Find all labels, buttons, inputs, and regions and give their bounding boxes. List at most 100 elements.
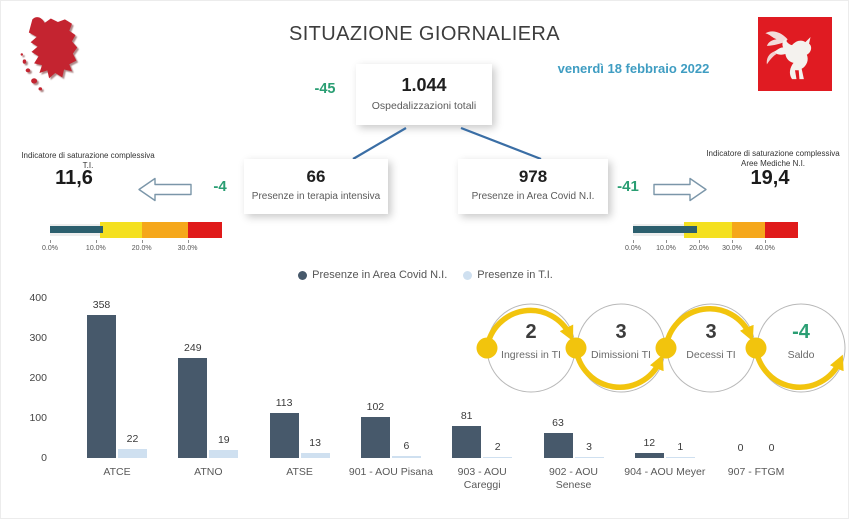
scale-tick — [50, 240, 51, 243]
scale-tick — [765, 240, 766, 243]
covid-area-delta: -41 — [617, 178, 639, 195]
flow-item: -4 Saldo — [756, 319, 846, 361]
medical-area-saturation-value: 19,4 — [750, 167, 790, 189]
icu-saturation-label: Indicatore di saturazione complessiva T.… — [21, 151, 155, 171]
icu-flow-diagram: 2 Ingressi in TI 3 Dimissioni TI 3 Decessi TI… — [461, 299, 848, 411]
tuscany-map-icon — [20, 17, 78, 91]
bar-value-label: 2 — [494, 441, 501, 453]
legend-label: Presenze in T.I. — [477, 269, 553, 281]
covid-area-bar — [178, 358, 208, 458]
category-label: ATNO — [194, 466, 223, 478]
scale-tick-label: 0.0% — [42, 245, 58, 252]
bar-value-label: 63 — [552, 416, 564, 429]
flow-item-value: 3 — [705, 321, 717, 343]
y-axis-tick-label: 400 — [29, 292, 47, 304]
scale-value-bar — [633, 226, 698, 233]
total-hospitalizations-card: 1.044 Ospedalizzazioni totali — [356, 64, 492, 125]
icu-saturation-value: 11,6 — [55, 167, 93, 189]
scale-tick — [187, 240, 189, 243]
icu-presences-card: 66 Presenze in terapia intensiva — [244, 159, 388, 214]
arrow-left-icon — [138, 177, 192, 202]
scale-tick-label: 20.0% — [689, 245, 709, 252]
covid-area-presences-card: 978 Presenze in Area Covid N.I. — [458, 159, 608, 214]
medical-area-saturation-scale: 0.0% 10.0% 20.0% 30.0% 40.0% — [625, 222, 798, 256]
scale-segment — [141, 222, 188, 238]
bar-value-label: 3 — [586, 440, 592, 453]
icu-presences-label: Presenze in terapia intensiva — [251, 191, 381, 202]
legend-item: Presenze in Area Covid N.I. — [298, 269, 447, 281]
icu-bar — [118, 449, 147, 458]
scale-tick-label: 10.0% — [656, 245, 676, 252]
total-hospitalizations-value: 1.044 — [401, 75, 447, 95]
scale-segment — [732, 222, 765, 238]
icu-bar — [483, 457, 513, 458]
report-date: venerdì 18 febbraio 2022 — [557, 61, 710, 76]
icu-presences-value: 66 — [306, 167, 326, 186]
scale-tick-label: 30.0% — [177, 245, 198, 252]
y-axis-tick-label: 200 — [29, 372, 47, 384]
icu-bar — [574, 456, 604, 458]
scale-tick-label: 30.0% — [722, 245, 742, 252]
total-hospitalizations-label: Ospedalizzazioni totali — [371, 100, 477, 112]
scale-value-bar — [50, 226, 104, 233]
connector-lines — [352, 126, 542, 161]
category-label: ATCE — [103, 466, 131, 478]
category-label: 901 - AOU Pisana — [348, 466, 433, 478]
scale-tick — [732, 240, 733, 243]
icu-bar — [665, 457, 695, 458]
legend-dot-icon — [463, 270, 473, 280]
flow-item-label: Dimissioni TI — [591, 349, 651, 361]
bar-value-label: 358 — [92, 298, 111, 311]
icu-flow-graphic — [476, 303, 846, 393]
scale-tick-label: 20.0% — [131, 245, 152, 252]
bar-value-label: 1 — [677, 441, 684, 453]
scale-segment — [765, 222, 798, 238]
total-delta: -45 — [314, 81, 336, 97]
legend-label: Presenze in Area Covid N.I. — [312, 269, 448, 281]
scale-tick-label: 10.0% — [85, 245, 106, 252]
scale-tick — [666, 240, 667, 243]
legend-item: Presenze in T.I. — [463, 269, 553, 281]
arrow-right-icon — [653, 177, 707, 202]
covid-area-bar — [452, 425, 482, 458]
bar-value-label: 6 — [403, 439, 410, 452]
page-title: SITUAZIONE GIORNALIERA — [288, 23, 561, 45]
flow-item-value: -4 — [792, 321, 810, 343]
scale-segment — [100, 222, 142, 238]
category-label: 904 - AOU Meyer — [624, 466, 706, 478]
flow-item-label: Decessi TI — [686, 349, 736, 361]
bar-value-label: 12 — [643, 437, 656, 450]
y-axis-tick-label: 300 — [29, 332, 47, 344]
covid-area-bar — [269, 412, 299, 458]
flow-item-label: Saldo — [787, 349, 815, 361]
legend-dot-icon — [298, 270, 308, 280]
y-axis-tick-label: 0 — [41, 452, 47, 464]
scale-tick-label: 40.0% — [755, 245, 775, 252]
chart-legend: Presenze in Area Covid N.I. Presenze in T… — [1, 269, 848, 281]
y-axis-tick-label: 100 — [29, 412, 47, 424]
flow-item-value: 3 — [615, 321, 627, 343]
covid-area-bar — [543, 432, 573, 458]
flow-item: 3 Decessi TI — [666, 319, 756, 361]
covid-area-presences-value: 978 — [518, 167, 548, 186]
bar-value-label: 81 — [460, 409, 473, 422]
covid-area-presences-label: Presenze in Area Covid N.I. — [471, 191, 595, 202]
category-label: ATSE — [286, 466, 313, 478]
icu-bar — [391, 455, 421, 458]
bar-value-label: 13 — [309, 436, 321, 449]
presences-bar-chart: 0 100 200 300 400 358 22 ATCE 249 19 ATNO 113 13 ATSE… — [1, 286, 848, 498]
bar-value-label: 102 — [366, 401, 385, 414]
icu-bar — [300, 452, 330, 458]
bar-value-label: 22 — [126, 433, 139, 446]
scale-tick — [633, 240, 634, 243]
covid-area-bar — [634, 453, 664, 458]
icu-bar — [209, 450, 239, 458]
category-label: 907 - FTGM — [727, 466, 785, 478]
bar-value-label: 0 — [768, 442, 775, 454]
category-label: 902 - AOU Senese — [548, 466, 599, 492]
flow-item: 3 Dimissioni TI — [576, 319, 666, 361]
bar-value-label: 113 — [275, 396, 293, 409]
scale-tick-label: 0.0% — [625, 245, 641, 252]
scale-tick — [699, 240, 700, 243]
